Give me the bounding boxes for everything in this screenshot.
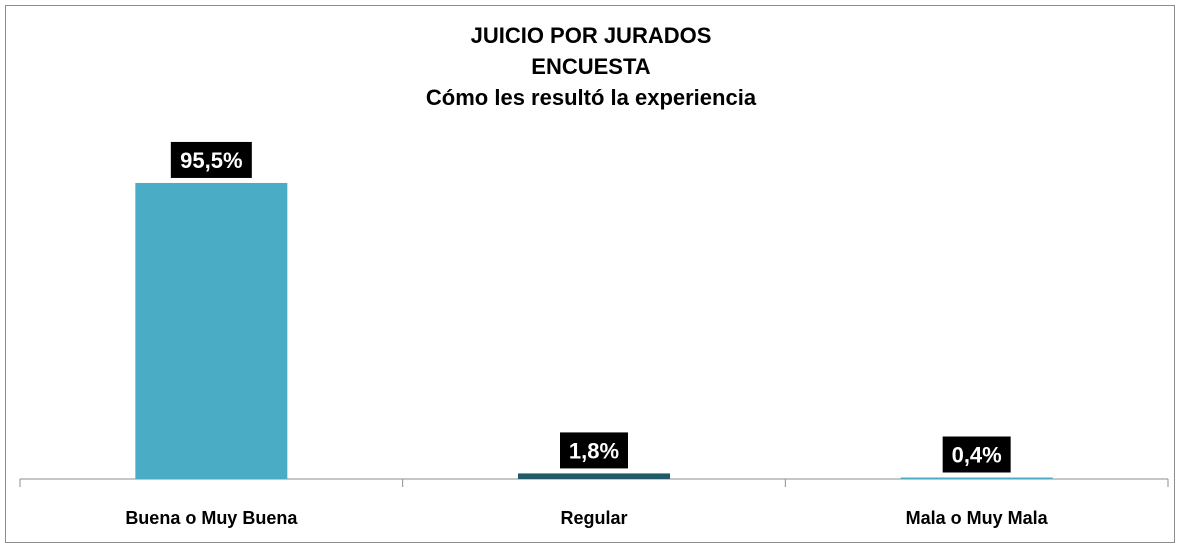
category-label-1: Buena o Muy Buena (125, 508, 298, 528)
data-label-box-3 (942, 436, 1011, 473)
data-label-3: 0,4% (952, 443, 1002, 468)
chart-subtitle: ENCUESTA (531, 54, 651, 79)
bar-2 (518, 473, 670, 479)
bar-1 (135, 182, 288, 479)
chart-subtitle-2: Cómo les resultó la experiencia (425, 85, 757, 110)
data-label-box-1 (170, 141, 252, 178)
category-label-2: Regular (560, 508, 627, 528)
data-label-1: 95,5% (180, 148, 242, 173)
data-label-2: 1,8% (569, 438, 619, 463)
bar-3 (900, 477, 1053, 479)
data-label-box-2 (560, 432, 628, 469)
category-label-3: Mala o Muy Mala (906, 508, 1049, 528)
chart-title-block: JUICIO POR JURADOS ENCUESTA Cómo les res… (0, 20, 1182, 113)
chart-title: JUICIO POR JURADOS (470, 23, 712, 48)
